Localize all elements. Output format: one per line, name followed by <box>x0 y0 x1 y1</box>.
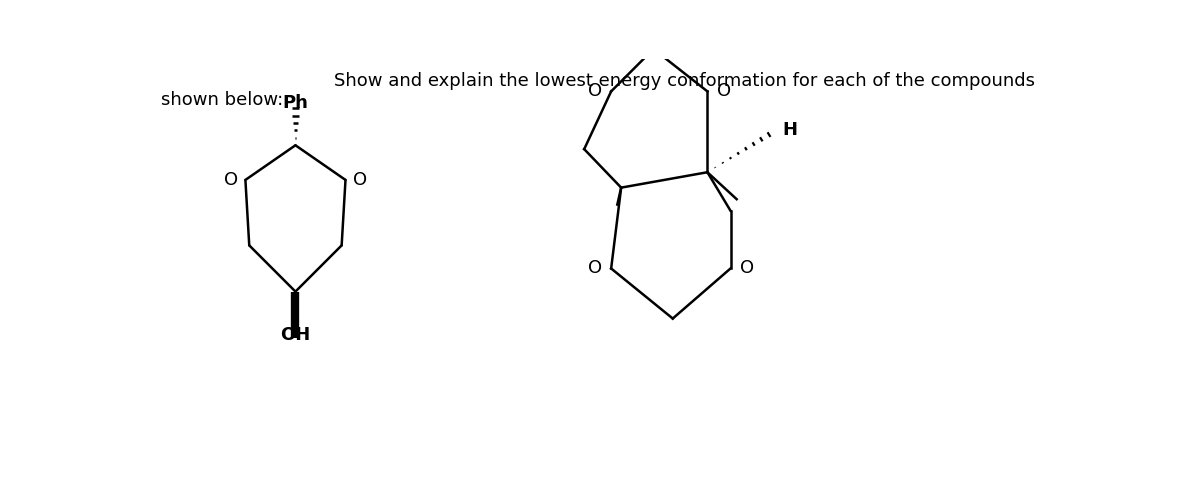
Text: O: O <box>739 259 754 277</box>
Text: O: O <box>588 82 602 100</box>
Text: Show and explain the lowest energy conformation for each of the compounds: Show and explain the lowest energy confo… <box>334 72 1034 90</box>
Text: O: O <box>353 171 367 189</box>
Text: O: O <box>588 259 602 277</box>
Text: O: O <box>223 171 238 189</box>
Text: shown below:: shown below: <box>161 92 283 109</box>
Text: OH: OH <box>281 326 311 344</box>
Text: O: O <box>716 82 731 100</box>
Text: H: H <box>782 121 798 139</box>
Text: Ph: Ph <box>282 94 308 113</box>
